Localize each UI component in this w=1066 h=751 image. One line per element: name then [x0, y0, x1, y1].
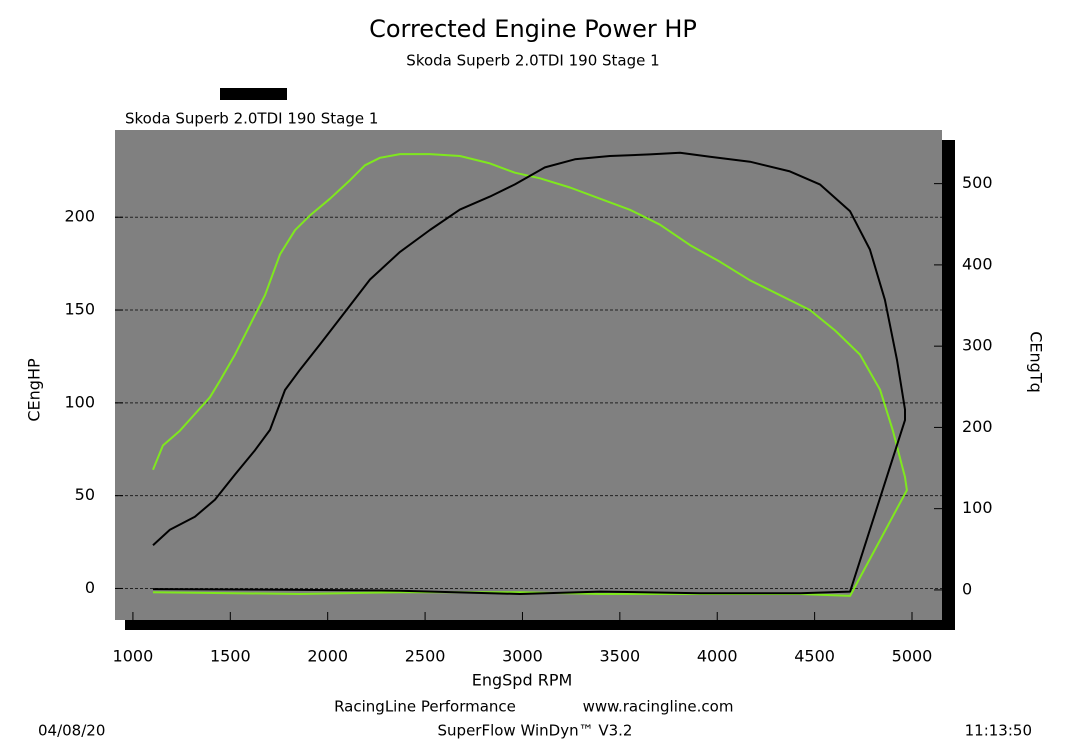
y2-tick-label: 100	[962, 498, 993, 517]
legend-label: Skoda Superb 2.0TDI 190 Stage 1	[125, 110, 378, 128]
y2-tick-label: 0	[962, 579, 972, 598]
y-tick-label: 50	[75, 485, 95, 504]
plot-area	[115, 130, 942, 620]
chart-title: Corrected Engine Power HP	[369, 15, 697, 43]
x-tick-label: 4000	[697, 647, 738, 666]
x-tick-label: 5000	[892, 647, 933, 666]
footer-company: RacingLine Performance	[334, 698, 516, 716]
footer-software: SuperFlow WinDyn™ V3.2	[438, 722, 633, 740]
x-tick-label: 4500	[794, 647, 835, 666]
footer-time: 11:13:50	[965, 722, 1032, 740]
x-tick-label: 1000	[113, 647, 154, 666]
x-axis-label: EngSpd RPM	[472, 671, 573, 690]
x-tick-label: 3500	[599, 647, 640, 666]
series-line	[152, 153, 908, 597]
y2-tick-label: 500	[962, 173, 993, 192]
y2-tick-label: 200	[962, 417, 993, 436]
y2-tick-label: 400	[962, 254, 993, 273]
y-tick-label: 0	[85, 578, 95, 597]
y2-axis-label: CEngTq	[1027, 331, 1046, 393]
y-tick-label: 150	[64, 300, 95, 319]
y-axis-label: CEngHP	[25, 358, 44, 422]
legend-swatch	[220, 88, 287, 100]
series-line	[152, 151, 906, 595]
y2-tick-label: 300	[962, 336, 993, 355]
chart-subtitle: Skoda Superb 2.0TDI 190 Stage 1	[406, 52, 659, 70]
x-tick-label: 2000	[307, 647, 348, 666]
y-tick-label: 200	[64, 207, 95, 226]
footer-website: www.racingline.com	[583, 698, 734, 716]
footer-date: 04/08/20	[38, 722, 105, 740]
x-tick-label: 2500	[405, 647, 446, 666]
y-tick-label: 100	[64, 392, 95, 411]
x-tick-label: 1500	[210, 647, 251, 666]
x-tick-label: 3000	[502, 647, 543, 666]
